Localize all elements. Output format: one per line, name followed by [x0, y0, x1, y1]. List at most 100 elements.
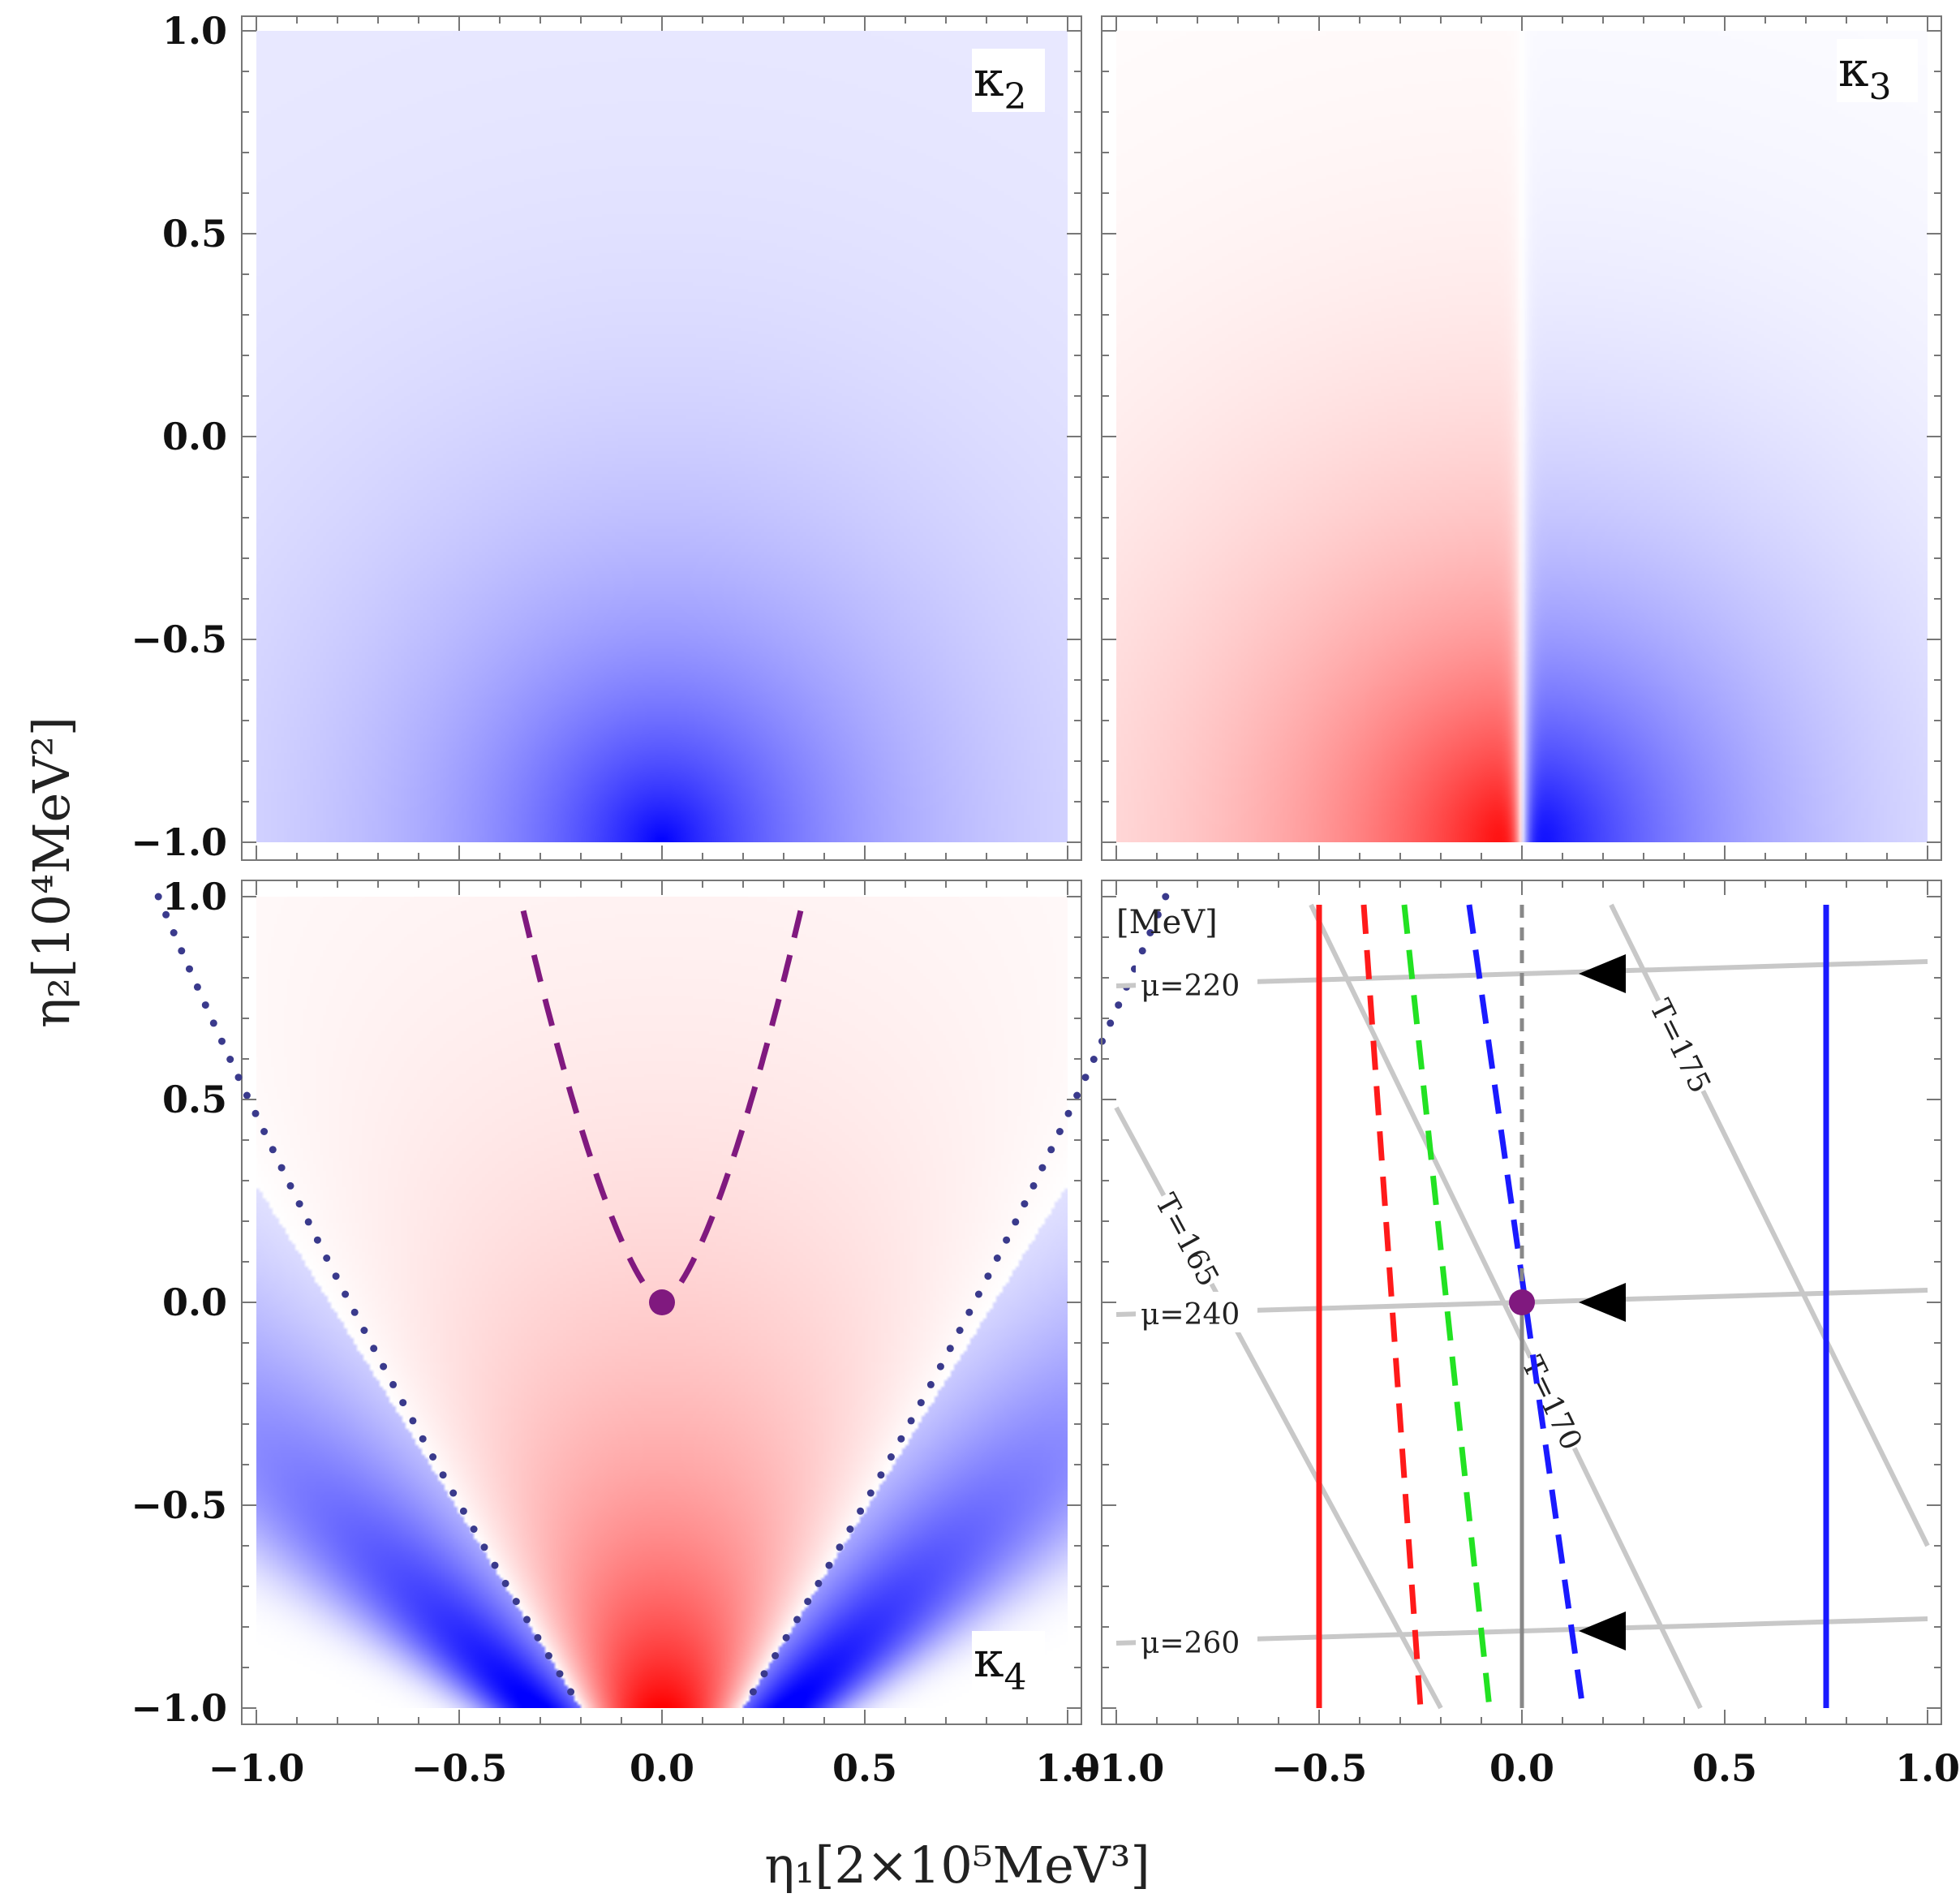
kappa4-dotted-boundary-point [218, 1037, 226, 1045]
kappa4-dotted-boundary-point [1064, 1109, 1072, 1117]
kappa4-dotted-boundary-point [226, 1056, 234, 1063]
mapping-overlay: T=165 T=170 T=175 μ=220 μ=240 μ=260 [1114, 903, 1930, 1710]
mu-label: μ=240 [1141, 1298, 1240, 1332]
y-tick-label: 0.0 [162, 415, 227, 458]
x-tick-label: −0.5 [411, 1746, 508, 1790]
kappa4-dotted-boundary-point [178, 947, 186, 955]
kappa4-dotted-boundary-point [857, 1507, 865, 1515]
y-tick-label: 0.0 [162, 1280, 227, 1324]
kappa2-label-box [972, 49, 1045, 112]
kappa4-dotted-boundary-point [332, 1272, 340, 1280]
kappa3-heatmap [1116, 31, 1928, 842]
panel-kappa3: κ3 [1101, 15, 1942, 861]
direction-arrow [1579, 1612, 1626, 1650]
kappa4-dotted-boundary-point [162, 910, 170, 919]
x-axis-title: η₁[2×10⁵MeV³] [764, 1835, 1150, 1895]
kappa4-dotted-boundary-point [1047, 1146, 1055, 1154]
kappa4-dotted-boundary-point [1162, 893, 1170, 901]
kappa4-dotted-boundary-point [409, 1417, 417, 1425]
y-tick-label: 0.5 [162, 1078, 227, 1121]
kappa4-dotted-boundary-point [1138, 947, 1146, 955]
kappa4-dotted-boundary-point [449, 1489, 458, 1497]
kappa4-dotted-boundary-point [193, 983, 201, 991]
x-tick-label: 0.0 [1489, 1746, 1554, 1790]
kappa4-dashed-boundary [517, 896, 646, 1284]
kappa4-dotted-boundary-point [1021, 1200, 1029, 1208]
kappa4-critical-point [649, 1289, 675, 1315]
kappa4-dotted-boundary-point [480, 1543, 488, 1551]
kappa4-dotted-boundary-point [399, 1399, 407, 1407]
temperature-label-bg [1148, 1186, 1229, 1293]
kappa4-dotted-boundary-point [1012, 1218, 1020, 1226]
kappa4-dotted-boundary-point [501, 1579, 509, 1587]
mapping-critical-point [1509, 1289, 1535, 1315]
kappa4-dotted-boundary-point [782, 1633, 790, 1642]
kappa4-dotted-boundary-point [459, 1507, 467, 1515]
kappa4-dotted-boundary-point [749, 1688, 757, 1696]
kappa4-dotted-boundary-point [439, 1471, 447, 1479]
kappa4-dotted-boundary-point [984, 1272, 992, 1280]
kappa4-dotted-boundary-point [1073, 1091, 1081, 1099]
kappa4-dotted-boundary-point [965, 1308, 974, 1316]
kappa4-dotted-boundary-point [286, 1181, 294, 1190]
kappa4-dotted-boundary-point [523, 1616, 531, 1624]
direction-arrow [1579, 1283, 1626, 1322]
kappa4-dotted-boundary-point [567, 1688, 575, 1696]
kappa4-dotted-boundary-point [370, 1345, 378, 1353]
kappa4-dotted-boundary-point [544, 1652, 552, 1659]
kappa4-dotted-boundary-point [1055, 1128, 1064, 1135]
kappa4-dotted-boundary-point [534, 1633, 542, 1642]
kappa4-dotted-boundary-point [1090, 1056, 1098, 1063]
kappa4-dotted-boundary-point [907, 1417, 915, 1425]
kappa4-dotted-boundary-point [234, 1074, 243, 1082]
y-tick-label: −1.0 [131, 820, 227, 864]
y-tick-label: 0.5 [162, 212, 227, 256]
direction-arrow [1579, 954, 1626, 993]
kappa4-dotted-boundary-point [360, 1327, 368, 1334]
kappa4-dotted-boundary-point [304, 1218, 312, 1226]
temperature-label: T=175 [1643, 994, 1717, 1098]
kappa4-dotted-boundary-point [877, 1471, 885, 1479]
x-tick-label: 1.0 [1895, 1746, 1960, 1790]
kappa4-dotted-boundary-point [1154, 910, 1162, 919]
kappa4-dotted-boundary-point [1115, 1001, 1123, 1009]
kappa4-dotted-boundary-point [866, 1489, 875, 1497]
kappa3-label: κ3 [1838, 41, 1892, 108]
kappa4-dotted-boundary-point [993, 1254, 1001, 1262]
y-tick-label: −1.0 [131, 1686, 227, 1730]
kappa4-dotted-boundary-point [825, 1561, 833, 1569]
kappa4-dotted-boundary-point [186, 965, 193, 973]
kappa4-dotted-boundary-point [804, 1598, 812, 1606]
panel-mapping: T=165 T=170 T=175 μ=220 μ=240 μ=260 [MeV] [1101, 880, 1942, 1725]
temperature-label: T=170 [1515, 1351, 1588, 1455]
x-tick-label: 0.0 [630, 1746, 694, 1790]
mu-label: μ=260 [1141, 1627, 1240, 1660]
kappa4-dotted-boundary-point [323, 1254, 331, 1262]
kappa4-dotted-boundary-point [760, 1670, 768, 1678]
y-tick-label: 1.0 [162, 875, 227, 919]
kappa4-dotted-boundary-point [936, 1362, 944, 1371]
temperature-line [1309, 903, 1703, 1710]
kappa4-dotted-boundary-point [251, 1109, 260, 1117]
x-tick-label: 0.5 [832, 1746, 897, 1790]
kappa4-dotted-boundary-point [277, 1164, 286, 1172]
y-tick-label: −0.5 [131, 618, 227, 661]
kappa4-dotted-boundary-point [946, 1345, 954, 1353]
kappa4-dotted-boundary-point [793, 1616, 801, 1624]
kappa4-dotted-boundary-point [470, 1525, 478, 1533]
kappa4-dotted-boundary-point [1081, 1074, 1090, 1082]
kappa4-dotted-boundary-point [269, 1146, 277, 1154]
kappa4-dotted-boundary-point [897, 1435, 905, 1443]
kappa4-dotted-boundary-point [260, 1128, 269, 1135]
kappa4-dotted-boundary-point [342, 1290, 350, 1298]
kappa4-dotted-boundary-point [815, 1579, 823, 1587]
temperature-label: T=165 [1148, 1189, 1225, 1293]
x-tick-label: 1.0 [1035, 1746, 1100, 1790]
panel-kappa2: κ2 [241, 15, 1082, 861]
kappa4-dotted-boundary-point [556, 1670, 564, 1678]
kappa4-dotted-boundary-point [887, 1453, 895, 1461]
kappa4-dotted-boundary-point [209, 1019, 217, 1027]
kappa4-dotted-boundary-point [350, 1308, 359, 1316]
kappa4-dotted-boundary-point [1029, 1181, 1038, 1190]
kappa4-dotted-boundary-point [429, 1453, 437, 1461]
